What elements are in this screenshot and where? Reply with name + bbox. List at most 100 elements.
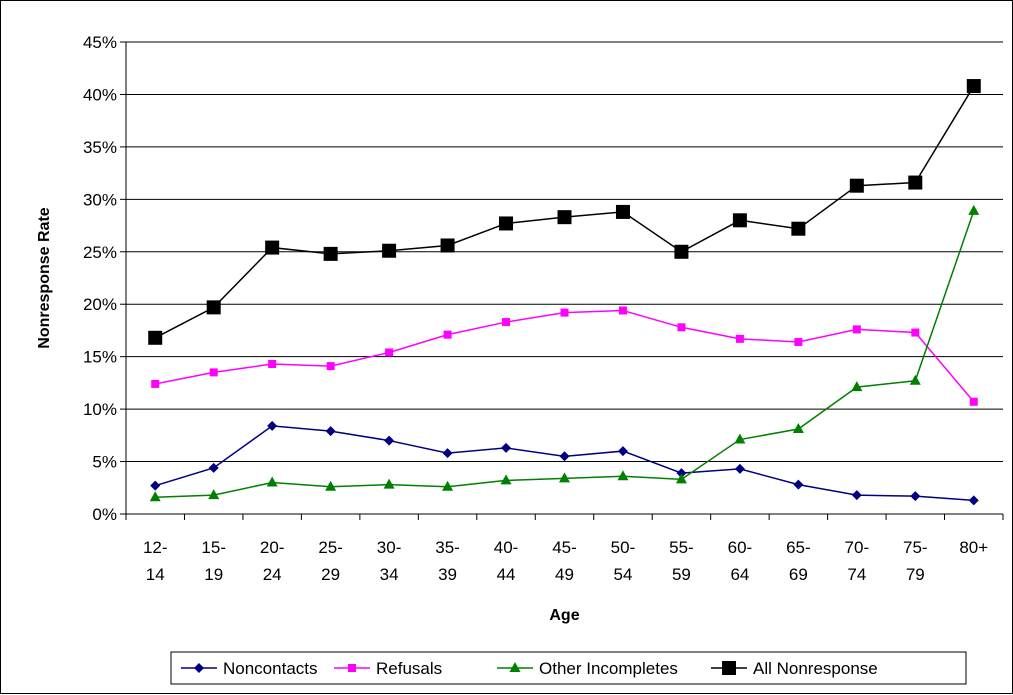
data-point (323, 246, 338, 261)
data-point (615, 204, 630, 219)
data-point (383, 478, 395, 489)
data-point (385, 348, 394, 357)
x-tick-labels: 12-14 15-19 20-24 25-29 30-34 35-39 40-44 45-49… (143, 538, 988, 584)
x-tick-label: 80+ (959, 538, 988, 557)
x-axis-title: Age (549, 607, 579, 624)
axes (125, 42, 1004, 520)
series-line (155, 425, 974, 502)
data-point (732, 213, 747, 228)
data-point (617, 470, 629, 481)
y-axis-title: Nonresponse Rate (36, 207, 53, 348)
data-point (908, 175, 923, 190)
data-point (560, 308, 569, 317)
legend: Noncontacts Refusals Other Incompletes All … (170, 651, 967, 685)
data-point (735, 334, 744, 343)
data-point (265, 240, 280, 255)
data-point (911, 328, 920, 337)
data-point (559, 472, 570, 483)
data-point (617, 446, 628, 457)
x-tick-label: 25-29 (318, 538, 343, 584)
legend-label: Other Incompletes (539, 659, 678, 678)
gridlines (120, 41, 1003, 515)
data-point (440, 238, 455, 253)
legend-label: Refusals (376, 659, 442, 678)
x-tick-label: 65-69 (786, 538, 811, 584)
data-point (794, 337, 803, 346)
data-point (266, 476, 278, 487)
series-group (148, 79, 981, 506)
data-point (325, 480, 337, 491)
data-point (501, 442, 512, 453)
data-point (677, 323, 686, 332)
series-noncontacts (150, 420, 979, 506)
y-tick-label: 35% (83, 138, 117, 157)
data-point (206, 300, 221, 315)
data-point (968, 495, 979, 506)
data-point (326, 362, 335, 371)
y-tick-label: 15% (83, 348, 117, 367)
legend-label: All Nonresponse (753, 659, 878, 678)
x-tick-label: 60-64 (728, 538, 753, 584)
y-tick-label: 30% (83, 190, 117, 209)
data-point (500, 474, 512, 485)
data-point (559, 451, 570, 462)
legend-label: Noncontacts (223, 659, 318, 678)
y-tick-label: 45% (83, 33, 117, 52)
data-point (966, 79, 981, 94)
data-point (792, 423, 804, 434)
data-point (851, 490, 862, 501)
data-point (148, 330, 163, 345)
y-tick-label: 40% (83, 85, 117, 104)
legend-swatch-marker (194, 663, 204, 673)
data-point (676, 468, 687, 479)
data-point (325, 426, 336, 437)
data-point (791, 221, 806, 236)
data-point (443, 330, 452, 339)
x-tick-label: 35-39 (435, 538, 460, 584)
legend-swatch-marker (348, 664, 356, 672)
x-tick-label: 12-14 (143, 538, 168, 584)
x-tick-label: 20-24 (260, 538, 285, 584)
data-point (557, 210, 572, 225)
x-tick-label: 40-44 (494, 538, 519, 584)
data-point (150, 480, 161, 491)
legend-swatch-marker (509, 662, 521, 672)
data-point (734, 433, 746, 444)
data-point (849, 178, 864, 193)
x-tick-label: 50-54 (611, 538, 636, 584)
x-tick-label: 45-49 (552, 538, 577, 584)
series-refusals (151, 306, 978, 406)
data-point (151, 379, 160, 388)
y-tick-label: 0% (92, 505, 117, 524)
y-tick-label: 25% (83, 243, 117, 262)
x-tick-label: 15-19 (201, 538, 226, 584)
data-point (268, 360, 277, 369)
data-point (149, 491, 161, 502)
series-line (155, 309, 975, 403)
y-tick-labels: 0% 5% 10% 15% 20% 25% 30% 35% 40% 45% (83, 33, 117, 524)
data-point (618, 306, 627, 315)
data-point (852, 325, 861, 334)
x-tick-label: 75-79 (903, 538, 928, 584)
data-point (734, 463, 745, 474)
y-tick-label: 20% (83, 295, 117, 314)
data-point (208, 462, 219, 473)
data-point (675, 473, 687, 484)
data-point (969, 397, 978, 406)
x-tick-label: 30-34 (377, 538, 402, 584)
legend-swatch-marker (722, 661, 736, 675)
data-point (851, 381, 863, 392)
data-point (499, 216, 514, 231)
legend-box (170, 651, 967, 685)
data-point (793, 479, 804, 490)
series-other-incompletes (149, 204, 980, 502)
y-tick-label: 10% (83, 400, 117, 419)
data-point (910, 491, 921, 502)
x-tick-label: 55-59 (669, 538, 694, 584)
x-tick-label: 70-74 (845, 538, 870, 584)
data-point (674, 244, 689, 259)
data-point (502, 318, 511, 327)
data-point (208, 489, 220, 500)
